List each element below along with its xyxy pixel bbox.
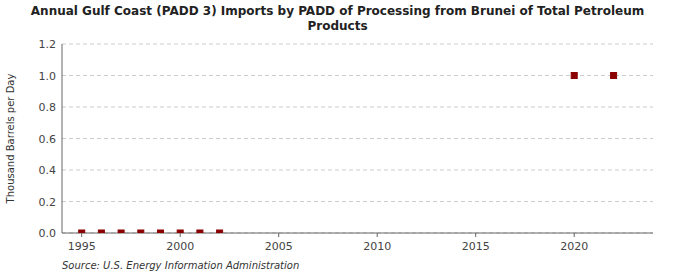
y-grid-line — [62, 233, 653, 234]
source-note: Source: U.S. Energy Information Administ… — [62, 260, 299, 271]
x-axis-line — [62, 233, 653, 234]
point — [571, 73, 577, 79]
y-grid-line — [62, 170, 653, 171]
x-tick-label: 1995 — [68, 240, 96, 253]
point — [138, 230, 144, 233]
y-grid-line — [62, 75, 653, 76]
x-tick — [278, 233, 279, 237]
grid — [62, 44, 653, 233]
x-tick-label: 2015 — [462, 240, 490, 253]
point — [177, 230, 183, 233]
x-tick — [475, 233, 476, 237]
point — [158, 230, 164, 233]
title-line: Products — [307, 19, 367, 33]
y-tick-label: 0.0 — [39, 227, 57, 240]
y-tick-label: 0.6 — [39, 133, 57, 146]
y-axis-line — [62, 44, 63, 233]
y-grid-line — [62, 107, 653, 108]
point — [217, 230, 223, 233]
y-tick-label: 1.0 — [39, 70, 57, 83]
point — [118, 230, 124, 233]
x-tick-label: 2020 — [560, 240, 588, 253]
y-tick-label: 0.4 — [39, 164, 57, 177]
y-tick-label: 0.8 — [39, 101, 57, 114]
x-tick — [574, 233, 575, 237]
x-tick — [81, 233, 82, 237]
points — [79, 73, 617, 234]
point — [98, 230, 104, 233]
point — [611, 73, 617, 79]
chart: Annual Gulf Coast (PADD 3) Imports by PA… — [0, 0, 675, 275]
title: Annual Gulf Coast (PADD 3) Imports by PA… — [31, 4, 644, 33]
y-tick-label: 0.2 — [39, 196, 57, 209]
point — [197, 230, 203, 233]
x-tick-label: 2010 — [363, 240, 391, 253]
y-axis-label: Thousand Barrels per Day — [5, 74, 16, 205]
title-line: Annual Gulf Coast (PADD 3) Imports by PA… — [31, 4, 644, 18]
x-tick-label: 2000 — [166, 240, 194, 253]
x-tick — [180, 233, 181, 237]
y-grid-line — [62, 138, 653, 139]
point — [79, 230, 85, 233]
y-grid-line — [62, 201, 653, 202]
y-grid-line — [62, 44, 653, 45]
x-tick-label: 2005 — [265, 240, 293, 253]
y-tick-label: 1.2 — [39, 38, 57, 51]
x-tick — [377, 233, 378, 237]
